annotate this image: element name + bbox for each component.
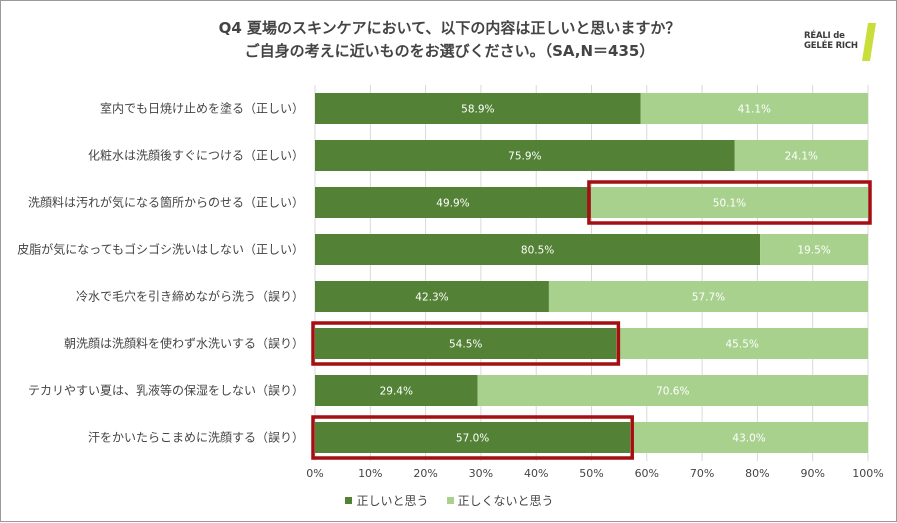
- legend-item-series-1: 正しいと思う: [345, 492, 429, 509]
- x-tick-label: 60%: [635, 467, 659, 480]
- legend-item-series-2: 正しくないと思う: [446, 492, 554, 509]
- data-label: 29.4%: [380, 386, 413, 398]
- bar-segment-1: [315, 234, 761, 265]
- data-label: 57.7%: [692, 292, 725, 304]
- data-label: 58.9%: [461, 104, 494, 116]
- bar-segment-2: [590, 187, 868, 218]
- data-label: 70.6%: [656, 386, 689, 398]
- bar-segment-1: [315, 140, 735, 171]
- category-label: 洗顔料は汚れが気になる箇所からのせる（正しい）: [28, 195, 304, 210]
- bar-segment-2: [548, 281, 868, 312]
- category-label: 皮脂が気になってもゴシゴシ洗いはしない（正しい）: [17, 242, 304, 257]
- logo-accent-icon: [862, 23, 876, 61]
- x-tick-label: 80%: [745, 467, 769, 480]
- data-label: 24.1%: [785, 151, 818, 163]
- data-label: 54.5%: [449, 339, 482, 351]
- data-label: 50.1%: [713, 198, 746, 210]
- x-tick-label: 70%: [690, 467, 714, 480]
- category-label: 汗をかいたらこまめに洗顔する（誤り）: [88, 430, 304, 445]
- logo-text-line-2: GELÉE RICH: [804, 41, 858, 51]
- highlight-box: [587, 180, 872, 225]
- logo-text-line-1: RÉALI de: [804, 31, 845, 41]
- legend-swatch-series-2: [446, 497, 454, 504]
- x-tick-label: 0%: [306, 467, 323, 480]
- data-label: 57.0%: [456, 433, 489, 445]
- category-label: テカリやすい夏は、乳液等の保湿をしない（誤り）: [28, 383, 304, 398]
- data-label: 49.9%: [436, 198, 469, 210]
- logo-accent-shape: [862, 23, 876, 61]
- x-tick-label: 10%: [358, 467, 382, 480]
- x-tick-label: 40%: [524, 467, 548, 480]
- category-label: 朝洗顔は洗顔料を使わず水洗いする（誤り）: [64, 336, 304, 351]
- chart-title-line-2: ご自身の考えに近いものをお選びください。（SA,N＝435）: [244, 42, 655, 60]
- bar-segment-2: [630, 422, 868, 453]
- category-label: 冷水で毛穴を引き締めながら洗う（誤り）: [76, 289, 304, 304]
- chart-title-line-1: Q4 夏場のスキンケアにおいて、以下の内容は正しいと思いますか？: [218, 19, 681, 37]
- bar-segment-1: [315, 281, 549, 312]
- x-tick-label: 30%: [469, 467, 493, 480]
- legend-label-series-2: 正しくないと思う: [457, 494, 554, 508]
- x-tick-label: 90%: [800, 467, 824, 480]
- highlight-box: [311, 415, 634, 460]
- bar-segment-2: [616, 328, 868, 359]
- bar-segment-2: [734, 140, 868, 171]
- brand-logo: RÉALI de GELÉE RICH: [804, 23, 878, 63]
- bar-segment-1: [315, 375, 478, 406]
- bar-segment-1: [315, 93, 641, 124]
- bar-segment-2: [640, 93, 868, 124]
- highlight-box: [311, 321, 621, 366]
- x-tick-label: 100%: [852, 467, 883, 480]
- bar-segment-1: [315, 187, 591, 218]
- chart-legend: 正しいと思う 正しくないと思う: [1, 492, 897, 509]
- data-label: 43.0%: [732, 433, 765, 445]
- legend-swatch-series-1: [345, 497, 353, 504]
- data-label: 80.5%: [521, 245, 554, 257]
- bar-segment-2: [477, 375, 868, 406]
- data-label: 42.3%: [415, 292, 448, 304]
- bar-segment-1: [315, 328, 617, 359]
- data-label: 75.9%: [508, 151, 541, 163]
- legend-label-series-1: 正しいと思う: [356, 494, 429, 508]
- x-tick-label: 20%: [413, 467, 437, 480]
- category-label: 室内でも日焼け止めを塗る（正しい）: [100, 101, 304, 116]
- category-label: 化粧水は洗顔後すぐにつける（正しい）: [88, 148, 304, 163]
- data-label: 41.1%: [738, 104, 771, 116]
- bar-segment-1: [315, 422, 631, 453]
- x-tick-label: 50%: [579, 467, 603, 480]
- data-label: 45.5%: [726, 339, 759, 351]
- data-label: 19.5%: [797, 245, 830, 257]
- bar-segment-2: [760, 234, 868, 265]
